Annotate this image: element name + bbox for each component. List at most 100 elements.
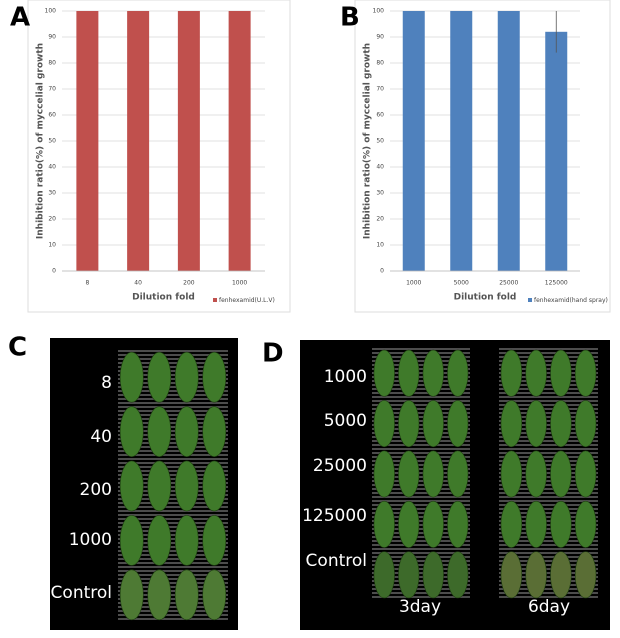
leaf <box>550 349 572 397</box>
leaf <box>447 400 469 448</box>
y-tick-label: 30 <box>48 190 56 197</box>
stripe <box>118 606 228 608</box>
x-tick-label: 1000 <box>406 280 421 287</box>
stripe <box>118 410 228 412</box>
stripe <box>372 460 470 462</box>
stripe <box>118 574 228 576</box>
stripe <box>499 476 598 478</box>
stripe <box>118 450 228 452</box>
stripe <box>499 452 598 454</box>
stripe <box>118 434 228 436</box>
row-label: Control <box>51 583 112 603</box>
stripe <box>118 458 228 460</box>
stripe <box>118 538 228 540</box>
leaf <box>147 406 172 457</box>
stripe <box>499 416 598 418</box>
stripe <box>372 492 470 494</box>
stripe <box>372 436 470 438</box>
y-tick-label: 50 <box>48 138 56 145</box>
stripe <box>372 416 470 418</box>
stripe <box>372 528 470 530</box>
bar <box>177 11 200 271</box>
stripe <box>118 426 228 428</box>
stripe <box>499 584 598 586</box>
stripe <box>118 470 228 472</box>
leaf <box>119 569 144 621</box>
legend-label: fenhexamid(U.L.V) <box>219 297 275 304</box>
leaf <box>574 500 597 548</box>
leaf <box>398 450 420 498</box>
x-axis-title: Dilution fold <box>454 293 517 303</box>
bar <box>497 11 520 271</box>
leaf <box>422 450 444 498</box>
legend-swatch <box>213 298 217 302</box>
stripe <box>372 480 470 482</box>
stripe <box>118 446 228 448</box>
stripe <box>499 576 598 578</box>
stripe <box>372 448 470 450</box>
stripe <box>118 530 228 532</box>
stripe <box>499 496 598 498</box>
stripe <box>372 424 470 426</box>
row-label: 5000 <box>324 411 367 431</box>
leaf <box>500 349 523 397</box>
x-tick-label: 8 <box>85 280 89 287</box>
stripe <box>372 584 470 586</box>
stripe <box>499 368 598 370</box>
leaf <box>373 500 395 548</box>
leaf <box>119 460 144 512</box>
y-tick-label: 10 <box>376 242 384 249</box>
stripe <box>499 516 598 518</box>
stripe <box>499 436 598 438</box>
y-tick-label: 80 <box>376 60 384 67</box>
y-tick-label: 20 <box>48 216 56 223</box>
stripe <box>372 488 470 490</box>
stripe <box>372 360 470 362</box>
column-label: 6day <box>528 597 570 617</box>
y-tick-label: 40 <box>48 164 56 171</box>
stripe <box>118 522 228 524</box>
x-tick-label: 200 <box>183 280 195 287</box>
stripe <box>372 500 470 502</box>
stripe <box>372 440 470 442</box>
stripe <box>372 524 470 526</box>
bar <box>127 11 150 271</box>
y-tick-label: 10 <box>48 242 56 249</box>
leaf <box>500 400 523 448</box>
stripe <box>118 610 228 612</box>
stripe <box>499 412 598 414</box>
leaf <box>147 351 172 403</box>
stripe <box>499 408 598 410</box>
stripe <box>118 414 228 416</box>
stripe <box>499 560 598 562</box>
y-tick-label: 50 <box>376 138 384 145</box>
stripe <box>372 596 470 598</box>
leaf <box>574 551 597 599</box>
stripe <box>499 400 598 402</box>
leaf <box>202 351 227 403</box>
stripe <box>118 534 228 536</box>
leaf <box>174 515 199 566</box>
stripe <box>372 516 470 518</box>
x-tick-label: 40 <box>134 280 142 287</box>
stripe <box>372 556 470 558</box>
stripe <box>499 572 598 574</box>
leaf <box>550 551 572 599</box>
stripe <box>372 592 470 594</box>
stripe <box>118 550 228 552</box>
leaf <box>550 450 572 498</box>
panel-label: A <box>10 3 30 33</box>
leaf <box>147 460 172 512</box>
stripe <box>372 580 470 582</box>
leaf <box>525 349 547 397</box>
stripe <box>372 484 470 486</box>
leaf <box>119 406 144 457</box>
stripe <box>372 472 470 474</box>
leaf <box>202 515 227 566</box>
x-tick-label: 25000 <box>499 280 518 287</box>
stripe <box>118 454 228 456</box>
stripe <box>118 554 228 556</box>
row-label: 8 <box>101 373 112 393</box>
leaf <box>398 349 420 397</box>
